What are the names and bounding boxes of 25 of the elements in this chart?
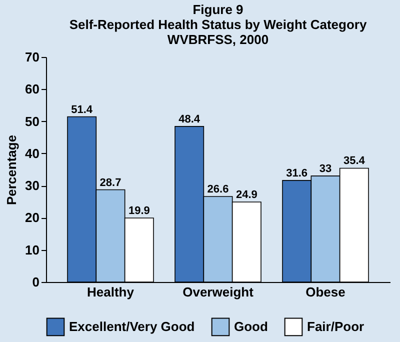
y-tick-label: 50 [25, 114, 40, 129]
data-label: 35.4 [343, 155, 366, 168]
x-tick-label: Obese [306, 284, 346, 300]
y-tick-label: 10 [25, 242, 40, 258]
data-label: 33 [319, 162, 332, 175]
x-tick-label: Overweight [182, 284, 254, 300]
data-label: 31.6 [286, 167, 308, 180]
y-axis-title: Percentage [4, 134, 20, 206]
data-label: 28.7 [100, 176, 122, 189]
legend-label: Excellent/Very Good [69, 318, 195, 334]
y-tick-label: 70 [25, 50, 40, 64]
data-label: 19.9 [128, 205, 150, 218]
data-label: 51.4 [71, 104, 94, 116]
y-tick-label: 60 [25, 82, 40, 97]
y-tick-label: 0 [32, 274, 40, 290]
y-tick-label: 30 [25, 178, 40, 194]
y-tick-label: 20 [25, 210, 40, 226]
data-label: 24.9 [236, 188, 258, 201]
data-label: 48.4 [178, 113, 201, 126]
x-tick-label: Healthy [87, 284, 135, 300]
data-label: 26.6 [207, 184, 229, 196]
legend-label: Fair/Poor [307, 318, 364, 334]
chart-title: Figure 9 Self-Reported Health Status by Weight Category WVBRFSS, 2000 [69, 2, 368, 47]
legend-label: Good [234, 318, 268, 334]
y-tick-label: 40 [25, 146, 40, 161]
